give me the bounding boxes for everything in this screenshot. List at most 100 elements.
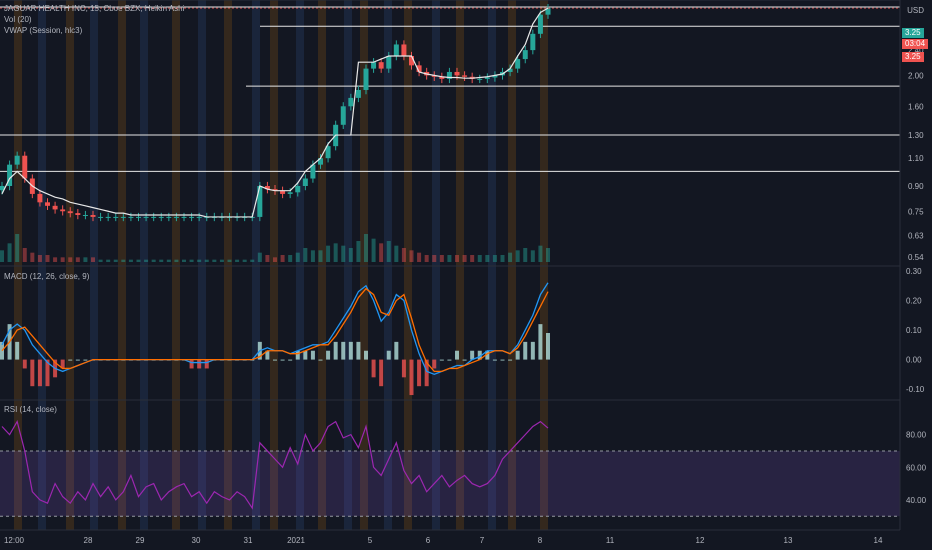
volume-bar [227, 259, 232, 262]
session-stripe [14, 0, 22, 530]
candle-body [515, 59, 521, 69]
time-tick-label: 11 [606, 536, 615, 545]
macd-histogram-bar [280, 359, 285, 361]
session-stripe [66, 0, 74, 530]
volume-bar [348, 248, 353, 262]
symbol-title[interactable]: JAGUAR HEALTH INC, 15, Cboe BZX, Heikin … [4, 4, 185, 13]
macd-histogram-bar [326, 350, 331, 360]
session-stripe [90, 0, 98, 530]
candle-body [52, 205, 58, 210]
macd-histogram-bar [333, 341, 338, 360]
time-tick-label: 2021 [287, 536, 305, 545]
currency-label: USD [907, 6, 924, 15]
volume-bar [500, 255, 505, 262]
volume-bar [310, 250, 315, 262]
volume-bar [128, 259, 133, 262]
volume-bar [477, 255, 482, 262]
volume-bar [136, 259, 141, 262]
candle-body [173, 216, 179, 218]
macd-histogram-bar [318, 359, 323, 361]
volume-bar [546, 248, 550, 262]
candle-body [386, 56, 392, 69]
time-tick-label: 13 [784, 536, 793, 545]
macd-histogram-bar [439, 359, 444, 361]
candle-body [105, 216, 111, 218]
candle-body [325, 146, 331, 159]
candle-body [257, 186, 263, 217]
session-stripe [540, 0, 548, 530]
candle-body [393, 44, 399, 57]
vwap-legend[interactable]: VWAP (Session, hlc3) [4, 26, 83, 35]
session-stripe [404, 0, 412, 530]
macd-histogram-bar [364, 350, 368, 360]
candle-body [477, 78, 483, 80]
rsi-band-fill [0, 450, 900, 517]
macd-histogram-bar [273, 359, 277, 361]
volume-bar [530, 250, 535, 262]
session-stripe [140, 0, 148, 530]
macd-histogram-bar [394, 341, 399, 360]
last-price-text: 3.25 [905, 28, 921, 37]
candle-body [67, 211, 73, 214]
macd-title[interactable]: MACD (12, 26, close, 9) [4, 272, 90, 281]
macd-histogram-bar [530, 341, 535, 360]
volume-bar [394, 245, 399, 262]
volume-bar [75, 257, 80, 262]
price-tick-label: 1.10 [908, 154, 924, 163]
volume-bar [462, 255, 467, 262]
volume-bar [53, 257, 58, 262]
candle-body [196, 216, 202, 218]
macd-histogram-bar [508, 359, 513, 361]
volume-bar [166, 259, 171, 262]
volume-bar [174, 259, 179, 262]
volume-bar [98, 259, 103, 262]
candle-body [454, 71, 460, 76]
macd-histogram-bar [432, 359, 437, 369]
candle-body [272, 189, 278, 191]
volume-bar [60, 257, 65, 262]
volume-bar [485, 255, 490, 262]
volume-bar [295, 252, 300, 262]
vwap-price-text: 3.25 [905, 52, 921, 61]
volume-bar [386, 241, 391, 262]
time-tick-label: 14 [874, 536, 883, 545]
volume-bar [508, 252, 513, 262]
macd-histogram-bar [500, 359, 505, 361]
session-stripe [172, 0, 180, 530]
session-stripe [38, 0, 46, 530]
candle-body [530, 33, 536, 51]
volume-bar [447, 255, 452, 262]
volume-bar [265, 255, 270, 262]
session-stripe [224, 0, 232, 530]
macd-histogram-bar [417, 359, 422, 387]
volume-bar [15, 234, 20, 262]
price-tick-label: 1.30 [908, 131, 924, 140]
macd-histogram-bar [523, 341, 528, 360]
candle-body [82, 215, 88, 217]
session-stripe [118, 0, 126, 530]
volume-bar [523, 248, 528, 262]
time-tick-label: 6 [426, 536, 431, 545]
macd-histogram-bar [0, 341, 4, 360]
rsi-title[interactable]: RSI (14, close) [4, 405, 57, 414]
volume-bar [432, 255, 437, 262]
macd-histogram-bar [68, 359, 73, 361]
candle-body [166, 216, 172, 218]
volume-bar [470, 255, 475, 262]
macd-histogram-bar [265, 350, 270, 360]
candle-body [371, 62, 377, 69]
macd-histogram-bar [492, 359, 497, 361]
session-stripe [360, 0, 368, 530]
horizontal-levels [0, 6, 900, 172]
volume-legend[interactable]: Vol (20) [4, 15, 32, 24]
vwap-price-tag: 3.25 [902, 52, 924, 62]
rsi-tick-label: 60.00 [906, 463, 927, 472]
rsi-legend: RSI (14, close) [4, 404, 57, 415]
macd-histogram-bar [197, 359, 202, 369]
macd-histogram-bar [485, 350, 490, 360]
volume-bar [0, 250, 4, 262]
candle-body [98, 216, 104, 218]
candle-body [318, 158, 323, 165]
macd-histogram-bar [60, 359, 65, 369]
price-tick-label: 0.54 [908, 253, 924, 262]
